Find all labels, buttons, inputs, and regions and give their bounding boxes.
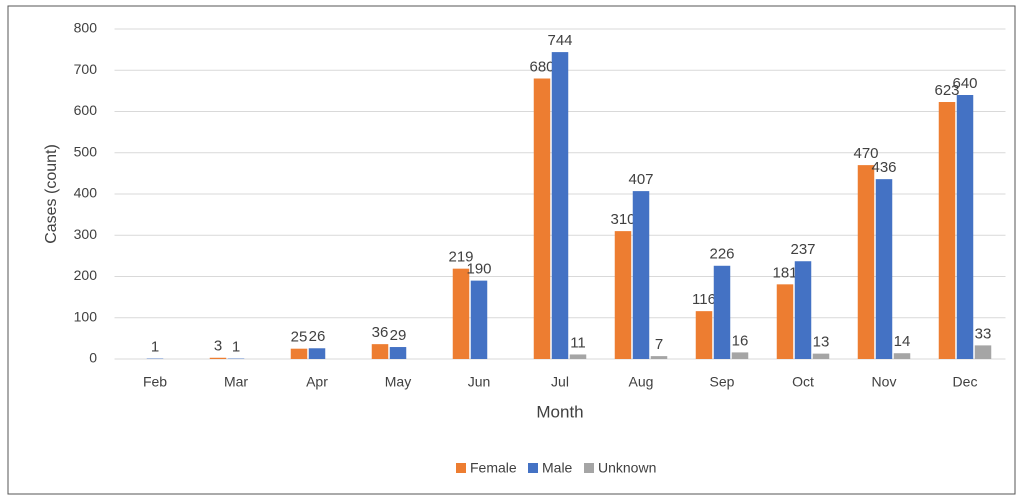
x-axis-title: Month	[536, 402, 583, 421]
x-tick-label: Feb	[143, 374, 167, 390]
x-tick-label: Jun	[468, 374, 491, 390]
y-tick-label: 300	[74, 226, 98, 242]
y-tick-label: 500	[74, 143, 98, 159]
bar	[551, 52, 569, 359]
bar	[857, 165, 875, 359]
bar	[569, 354, 587, 359]
data-label: 33	[975, 325, 992, 342]
legend-label: Female	[470, 460, 517, 476]
legend-label: Unknown	[598, 460, 656, 476]
data-label: 13	[813, 334, 830, 351]
bar	[452, 268, 470, 359]
bar	[893, 353, 911, 359]
data-label: 226	[709, 246, 734, 263]
x-tick-label: May	[385, 374, 411, 390]
bar	[290, 348, 308, 359]
data-label: 310	[610, 211, 635, 228]
bar	[209, 357, 227, 359]
y-tick-label: 200	[74, 267, 98, 283]
bar	[470, 280, 488, 359]
bar	[938, 102, 956, 359]
bar	[713, 265, 731, 359]
bar	[731, 352, 749, 359]
data-label: 3	[214, 338, 222, 355]
data-label: 25	[291, 329, 308, 346]
legend-swatch	[528, 463, 538, 473]
legend-swatch	[584, 463, 594, 473]
x-tick-label: Nov	[872, 374, 897, 390]
legend-swatch	[456, 463, 466, 473]
data-label: 16	[732, 332, 749, 349]
bar	[695, 311, 713, 359]
data-label: 1	[232, 339, 240, 356]
data-label: 29	[390, 327, 407, 344]
bar	[632, 191, 650, 359]
x-tick-label: Jul	[551, 374, 569, 390]
data-label: 181	[772, 264, 797, 281]
legend-label: Male	[542, 460, 573, 476]
data-label: 1	[151, 339, 159, 356]
data-label: 190	[466, 261, 491, 278]
x-tick-label: Sep	[710, 374, 735, 390]
y-tick-label: 400	[74, 185, 98, 201]
bar	[875, 179, 893, 359]
data-label: 436	[871, 159, 896, 176]
data-label: 11	[570, 334, 586, 351]
y-tick-label: 700	[74, 61, 98, 77]
data-label: 237	[790, 241, 815, 258]
bar	[812, 353, 830, 359]
data-label: 26	[309, 328, 326, 345]
y-tick-label: 0	[89, 350, 97, 366]
x-tick-label: Aug	[629, 374, 654, 390]
data-label: 744	[547, 32, 572, 49]
data-label: 116	[692, 291, 716, 308]
bar	[974, 345, 992, 359]
data-label: 14	[894, 333, 911, 350]
data-label: 470	[853, 145, 878, 162]
bar	[776, 284, 794, 359]
y-axis-title: Cases (count)	[43, 144, 60, 244]
chart-frame	[7, 5, 1016, 495]
y-tick-label: 800	[74, 20, 98, 36]
data-label: 36	[372, 324, 389, 341]
bar	[533, 78, 551, 359]
bar	[956, 95, 974, 359]
x-tick-label: Oct	[792, 374, 814, 390]
bar	[389, 347, 407, 359]
y-tick-label: 600	[74, 102, 98, 118]
y-tick-label: 100	[74, 308, 98, 324]
bar	[650, 356, 668, 359]
data-label: 623	[934, 82, 959, 99]
data-label: 680	[529, 58, 554, 75]
x-tick-label: Apr	[306, 374, 328, 390]
data-label: 7	[655, 336, 663, 353]
data-label: 407	[628, 171, 653, 188]
bar	[371, 344, 389, 359]
x-tick-label: Dec	[953, 374, 978, 390]
bar	[614, 231, 632, 359]
bar	[308, 348, 326, 359]
bar	[794, 261, 812, 359]
data-label: 640	[952, 75, 977, 92]
data-label: 219	[448, 249, 473, 266]
x-tick-label: Mar	[224, 374, 248, 390]
